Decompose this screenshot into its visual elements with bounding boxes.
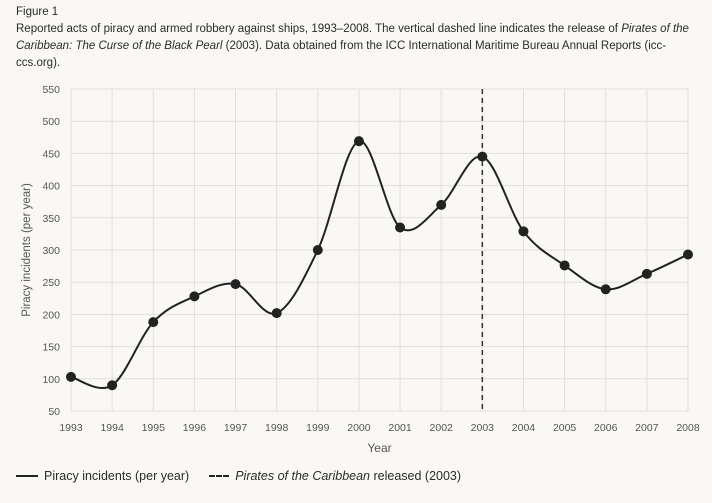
data-point <box>148 317 159 328</box>
x-tick-label: 1997 <box>224 422 248 434</box>
x-tick-label: 2004 <box>512 422 536 434</box>
data-point <box>518 226 529 237</box>
data-point <box>436 199 447 210</box>
y-tick-label: 200 <box>42 309 60 321</box>
caption-text-2: (2003). Data obtained from the ICC Inter… <box>16 40 667 69</box>
legend: Piracy incidents (per year) Pirates of t… <box>16 469 461 483</box>
x-tick-label: 1995 <box>142 422 166 434</box>
data-point <box>107 380 118 391</box>
y-tick-label: 100 <box>42 374 60 386</box>
x-tick-label: 2006 <box>594 422 618 434</box>
legend-entry-series: Piracy incidents (per year) <box>44 469 190 483</box>
data-point <box>641 268 652 279</box>
x-tick-label: 1998 <box>265 422 289 434</box>
caption-film-title: Pirates of the Caribbean: The Curse of t… <box>16 23 689 52</box>
data-point <box>230 279 241 290</box>
x-tick-label: 1996 <box>183 422 207 434</box>
y-tick-label: 350 <box>42 213 60 225</box>
y-tick-label: 150 <box>42 342 60 354</box>
x-tick-label: 2003 <box>471 422 495 434</box>
data-point <box>271 308 282 319</box>
data-point <box>189 291 200 302</box>
caption-text: Reported acts of piracy and armed robber… <box>16 23 622 35</box>
x-tick-label: 1993 <box>59 422 83 434</box>
y-tick-label: 400 <box>42 181 60 193</box>
figure-label: Figure 1 <box>16 6 59 18</box>
data-point <box>600 284 611 295</box>
y-tick-label: 50 <box>48 406 60 418</box>
data-point <box>477 151 488 162</box>
figure-caption: Figure 1 Reported acts of piracy and arm… <box>16 4 706 72</box>
series-line <box>70 140 689 389</box>
data-point <box>395 222 406 233</box>
data-point <box>353 136 364 147</box>
y-tick-label: 250 <box>42 277 60 289</box>
y-tick-label: 300 <box>42 245 60 257</box>
y-axis-label: Piracy incidents (per year) <box>21 183 33 317</box>
x-tick-label: 2001 <box>388 422 412 434</box>
x-axis-label: Year <box>367 441 391 455</box>
data-point <box>683 249 693 260</box>
legend-solid-swatch <box>16 475 38 477</box>
x-tick-label: 1999 <box>306 422 330 434</box>
x-tick-label: 2000 <box>347 422 371 434</box>
y-tick-label: 500 <box>42 116 60 128</box>
x-tick-label: 1994 <box>100 422 124 434</box>
y-tick-label: 550 <box>42 84 60 96</box>
x-tick-label: 2002 <box>430 422 454 434</box>
x-tick-label: 2008 <box>676 422 700 434</box>
x-tick-label: 2005 <box>553 422 577 434</box>
legend-entry-annotation: Pirates of the Caribbean released (2003) <box>235 469 462 483</box>
data-point <box>312 245 323 255</box>
data-point <box>66 371 76 382</box>
data-point <box>559 260 570 271</box>
y-tick-label: 450 <box>42 148 60 160</box>
legend-dashed-swatch <box>209 475 230 477</box>
x-tick-label: 2007 <box>635 422 659 434</box>
